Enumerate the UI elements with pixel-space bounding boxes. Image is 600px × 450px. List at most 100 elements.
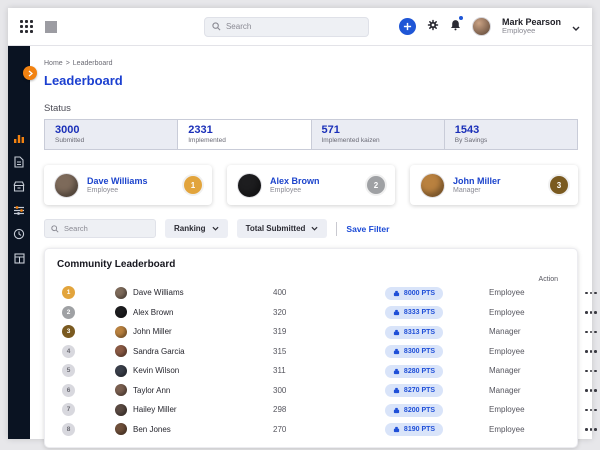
row-avatar	[115, 326, 127, 338]
community-leaderboard-card: Community Leaderboard Action 1 Dave Will…	[44, 248, 578, 448]
search-icon	[51, 220, 59, 238]
row-score: 300	[273, 386, 339, 395]
chevron-down-icon	[311, 226, 318, 231]
row-rank-badge: 1	[62, 286, 75, 299]
row-name: Kevin Wilson	[133, 366, 179, 375]
row-rank-badge: 8	[62, 423, 75, 436]
row-actions-button[interactable]	[585, 409, 600, 412]
total-submitted-dropdown[interactable]: Total Submitted	[237, 219, 328, 238]
rank-badge: 2	[367, 176, 385, 194]
points-badge: 8300 PTS	[385, 345, 443, 358]
row-role: Manager	[489, 327, 585, 336]
sidebar-item-store[interactable]	[13, 180, 25, 192]
row-avatar	[115, 306, 127, 318]
performer-avatar	[420, 173, 445, 198]
table-title: Community Leaderboard	[57, 259, 565, 270]
performer-card[interactable]: Alex Brown Employee 2	[227, 165, 395, 205]
points-icon	[393, 368, 400, 375]
stat-value: 1543	[455, 124, 567, 136]
global-search-input[interactable]: Search	[204, 17, 369, 37]
table-row: 5 Kevin Wilson 311 8280 PTS	[57, 361, 565, 381]
leaderboard-search-input[interactable]: Search	[44, 219, 156, 238]
table-row: 1 Dave Williams 400 8000 PTS	[57, 283, 565, 303]
sidebar-item-filters[interactable]	[13, 204, 25, 216]
ranking-dropdown[interactable]: Ranking	[165, 219, 228, 238]
row-actions-button[interactable]	[585, 311, 600, 314]
top-performers: Dave Williams Employee 1 Alex Brown Empl…	[44, 165, 578, 205]
save-filter-link[interactable]: Save Filter	[346, 224, 389, 234]
row-name: Dave Williams	[133, 288, 184, 297]
points-badge: 8200 PTS	[385, 404, 443, 417]
row-name: Alex Brown	[133, 308, 173, 317]
breadcrumb-home[interactable]: Home	[44, 60, 63, 67]
sidebar	[8, 46, 30, 439]
row-role: Manager	[489, 366, 585, 375]
performer-name: John Miller	[453, 176, 501, 187]
performer-card[interactable]: Dave Williams Employee 1	[44, 165, 212, 205]
user-role: Employee	[502, 27, 561, 36]
chevron-down-icon[interactable]	[572, 18, 580, 36]
sidebar-expand-button[interactable]	[23, 66, 37, 80]
divider	[336, 222, 337, 236]
row-name: Taylor Ann	[133, 386, 170, 395]
row-rank-badge: 4	[62, 345, 75, 358]
status-tabs: 3000 Submitted 2331 Implemented 571 Impl…	[44, 119, 578, 150]
notifications-bell-icon[interactable]	[450, 18, 461, 36]
status-tab[interactable]: 3000 Submitted	[44, 119, 178, 150]
row-role: Employee	[489, 347, 585, 356]
performer-role: Manager	[453, 187, 501, 194]
stat-label: Implemented kaizen	[322, 137, 434, 144]
table-row: 8 Ben Jones 270 8190 PTS	[57, 420, 565, 440]
top-navbar: Search	[8, 8, 592, 46]
points-badge: 8190 PTS	[385, 423, 443, 436]
apps-grid-icon[interactable]	[20, 20, 33, 33]
performer-role: Employee	[87, 187, 147, 194]
status-section-label: Status	[44, 103, 578, 114]
row-rank-badge: 6	[62, 384, 75, 397]
row-actions-button[interactable]	[585, 350, 600, 353]
row-avatar	[115, 365, 127, 377]
status-tab[interactable]: 1543 By Savings	[444, 119, 578, 150]
row-role: Employee	[489, 405, 585, 414]
sidebar-item-documents[interactable]	[13, 156, 25, 168]
row-actions-button[interactable]	[585, 292, 600, 295]
points-icon	[393, 387, 400, 394]
main-content: Home>Leaderboard Leaderboard Status 3000…	[30, 46, 592, 439]
app-window: Search	[8, 8, 592, 439]
row-role: Employee	[489, 288, 585, 297]
row-score: 319	[273, 327, 339, 336]
status-tab[interactable]: 2331 Implemented	[177, 119, 311, 150]
points-badge: 8270 PTS	[385, 384, 443, 397]
user-avatar[interactable]	[472, 17, 491, 36]
sidebar-item-history[interactable]	[13, 228, 25, 240]
row-avatar	[115, 345, 127, 357]
row-actions-button[interactable]	[585, 428, 600, 431]
row-rank-badge: 3	[62, 325, 75, 338]
performer-card[interactable]: John Miller Manager 3	[410, 165, 578, 205]
row-role: Employee	[489, 308, 585, 317]
table-row: 7 Hailey Miller 298 8200 PTS	[57, 400, 565, 420]
row-actions-button[interactable]	[585, 389, 600, 392]
search-placeholder: Search	[64, 224, 88, 233]
stat-label: Submitted	[55, 137, 167, 144]
status-tab[interactable]: 571 Implemented kaizen	[311, 119, 445, 150]
row-role: Manager	[489, 386, 585, 395]
row-name: Ben Jones	[133, 425, 171, 434]
performer-avatar	[237, 173, 262, 198]
row-actions-button[interactable]	[585, 370, 600, 373]
stat-value: 3000	[55, 124, 167, 136]
rank-badge: 3	[550, 176, 568, 194]
table-row: 3 John Miller 319 8313 PTS	[57, 322, 565, 342]
row-avatar	[115, 423, 127, 435]
sidebar-item-reports[interactable]	[13, 252, 25, 264]
add-button[interactable]	[399, 18, 416, 35]
row-avatar	[115, 404, 127, 416]
chevron-down-icon	[212, 226, 219, 231]
user-menu[interactable]: Mark Pearson Employee	[502, 17, 561, 36]
points-badge: 8313 PTS	[385, 326, 443, 339]
points-badge: 8333 PTS	[385, 306, 443, 319]
plus-icon	[403, 22, 412, 31]
row-actions-button[interactable]	[585, 331, 600, 334]
sidebar-item-leaderboard[interactable]	[13, 132, 25, 144]
settings-gear-icon[interactable]	[427, 18, 439, 36]
